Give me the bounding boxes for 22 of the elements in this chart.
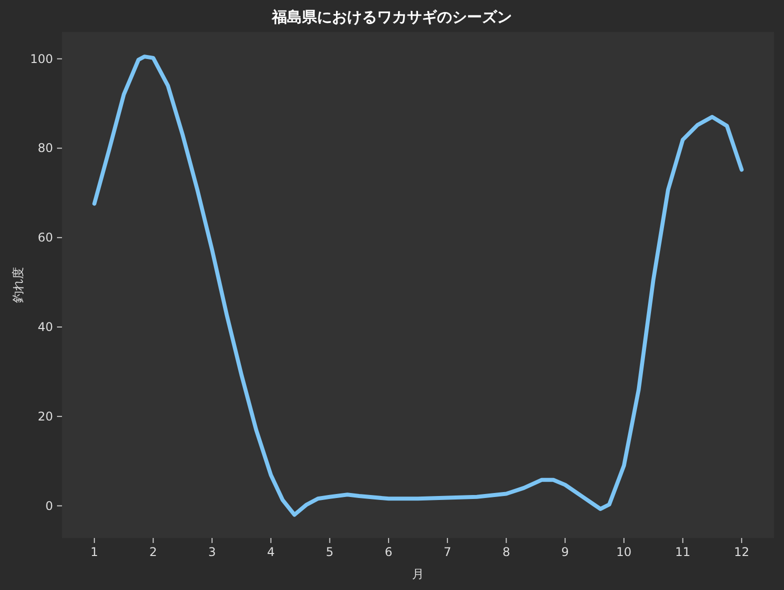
y-axis-title: 釣れ度 — [11, 267, 25, 303]
x-tick-label: 7 — [444, 545, 452, 559]
x-axis-title: 月 — [412, 567, 424, 581]
x-tick-label: 5 — [326, 545, 334, 559]
x-tick-label: 10 — [616, 545, 632, 559]
y-tick-label: 40 — [38, 320, 53, 334]
y-tick-label: 0 — [45, 498, 53, 513]
x-tick-label: 11 — [675, 545, 690, 559]
x-tick-label: 8 — [502, 545, 510, 559]
x-tick-label: 12 — [734, 545, 750, 559]
line-series — [92, 54, 744, 517]
y-tick-label: 20 — [38, 409, 53, 424]
x-tick-label: 3 — [208, 545, 216, 559]
chart-title: 福島県におけるワカサギのシーズン — [271, 8, 512, 26]
y-tick-label: 100 — [30, 52, 53, 66]
x-tick-label: 2 — [149, 545, 158, 559]
x-tick-label: 9 — [561, 545, 569, 559]
y-tick-label: 60 — [38, 230, 53, 245]
x-tick-label: 6 — [384, 545, 392, 559]
x-tick-label: 4 — [267, 545, 275, 559]
y-tick-label: 80 — [38, 141, 53, 156]
x-tick-label: 1 — [90, 545, 98, 559]
